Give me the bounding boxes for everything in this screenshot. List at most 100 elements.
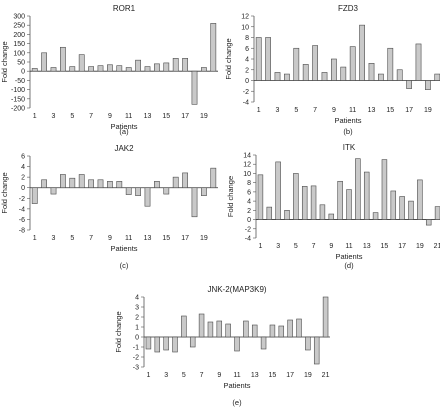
chart-title: FZD3 <box>338 4 359 13</box>
x-tick-label: 9 <box>329 243 333 250</box>
bar <box>260 336 267 350</box>
y-tick-label: 2 <box>245 67 249 74</box>
x-tick-label: 17 <box>286 372 294 379</box>
bar <box>331 58 337 81</box>
bar <box>434 73 440 81</box>
y-tick-label: 1 <box>135 325 139 332</box>
x-tick-label: 11 <box>349 107 356 114</box>
y-tick-label: 0 <box>21 185 25 192</box>
x-tick-label: 17 <box>181 235 189 242</box>
bar <box>135 187 141 196</box>
bar <box>181 315 187 338</box>
bar <box>313 336 320 365</box>
x-tick-label: 13 <box>144 235 152 242</box>
bar <box>97 65 104 72</box>
x-tick-label: 5 <box>294 243 298 250</box>
bar <box>172 58 179 72</box>
bar <box>302 64 309 81</box>
x-tick-label: 21 <box>434 243 440 250</box>
x-tick-label: 9 <box>108 113 112 120</box>
x-tick-label: 11 <box>125 235 132 242</box>
bar <box>191 70 198 105</box>
x-tick-label: 17 <box>405 107 413 114</box>
bar <box>225 323 231 338</box>
x-tick-label: 11 <box>125 113 132 120</box>
bar <box>207 321 214 338</box>
bar <box>163 336 169 351</box>
bar <box>60 174 66 189</box>
bar <box>368 62 375 81</box>
bar <box>78 174 85 189</box>
y-axis-label: Fold change <box>0 172 9 213</box>
bar <box>274 72 281 81</box>
x-tick-label: 3 <box>52 113 56 120</box>
bar <box>31 68 38 72</box>
bar <box>172 176 179 189</box>
y-tick-label: 8 <box>245 35 249 42</box>
y-tick-label: 4 <box>21 164 25 171</box>
panel-caption: (c) <box>120 261 129 270</box>
bar <box>116 65 123 72</box>
y-tick-label: 4 <box>247 199 251 206</box>
bar <box>251 324 258 338</box>
x-tick-label: 9 <box>108 235 112 242</box>
x-tick-label: 13 <box>363 243 371 250</box>
x-tick-label: 15 <box>162 235 170 242</box>
bar <box>125 187 132 195</box>
y-tick-label: 2 <box>247 208 251 215</box>
x-tick-label: 3 <box>276 107 280 114</box>
bar <box>425 219 432 226</box>
bar <box>163 187 170 195</box>
x-tick-label: 19 <box>424 107 432 114</box>
chart-title: ITK <box>343 143 356 152</box>
bar <box>145 336 152 350</box>
x-tick-label: 15 <box>381 243 389 250</box>
bar <box>154 336 161 353</box>
x-tick-label: 19 <box>200 113 208 120</box>
bar <box>340 66 347 81</box>
y-tick-label: 2 <box>135 315 139 322</box>
y-tick-label: 100 <box>13 50 25 57</box>
bar <box>182 172 188 189</box>
x-tick-label: 7 <box>200 372 204 379</box>
y-tick-label: -4 <box>19 206 25 213</box>
bar <box>216 320 223 338</box>
x-tick-label: 13 <box>368 107 376 114</box>
x-tick-label: 15 <box>386 107 394 114</box>
y-tick-label: 0 <box>21 69 25 76</box>
bar <box>243 320 249 338</box>
bar <box>210 167 217 189</box>
bar <box>172 336 178 353</box>
x-axis-label: Patients <box>223 381 250 390</box>
bar <box>69 66 76 72</box>
bar <box>257 174 264 220</box>
y-tick-label: 0 <box>135 335 139 342</box>
bar <box>265 37 271 81</box>
y-axis-label: Fold change <box>114 311 123 352</box>
bar <box>287 319 293 338</box>
bar <box>135 59 141 72</box>
bar <box>396 69 403 81</box>
bar <box>210 23 217 72</box>
bar <box>50 187 57 195</box>
bar <box>182 58 188 72</box>
bar <box>284 73 290 81</box>
y-tick-label: 12 <box>243 162 251 169</box>
x-tick-label: 5 <box>70 235 74 242</box>
x-tick-label: 9 <box>217 372 221 379</box>
y-tick-label: 6 <box>21 154 25 161</box>
y-tick-label: -2 <box>19 196 25 203</box>
bar <box>387 47 394 81</box>
x-tick-label: 17 <box>181 113 189 120</box>
bar <box>399 196 405 220</box>
bar <box>349 46 356 81</box>
x-tick-label: 1 <box>257 107 261 114</box>
x-axis-label: Patients <box>334 116 361 125</box>
bar <box>321 72 328 81</box>
bar <box>363 171 370 220</box>
bar <box>41 179 47 189</box>
bar <box>275 161 281 220</box>
y-tick-label: 200 <box>13 32 25 39</box>
